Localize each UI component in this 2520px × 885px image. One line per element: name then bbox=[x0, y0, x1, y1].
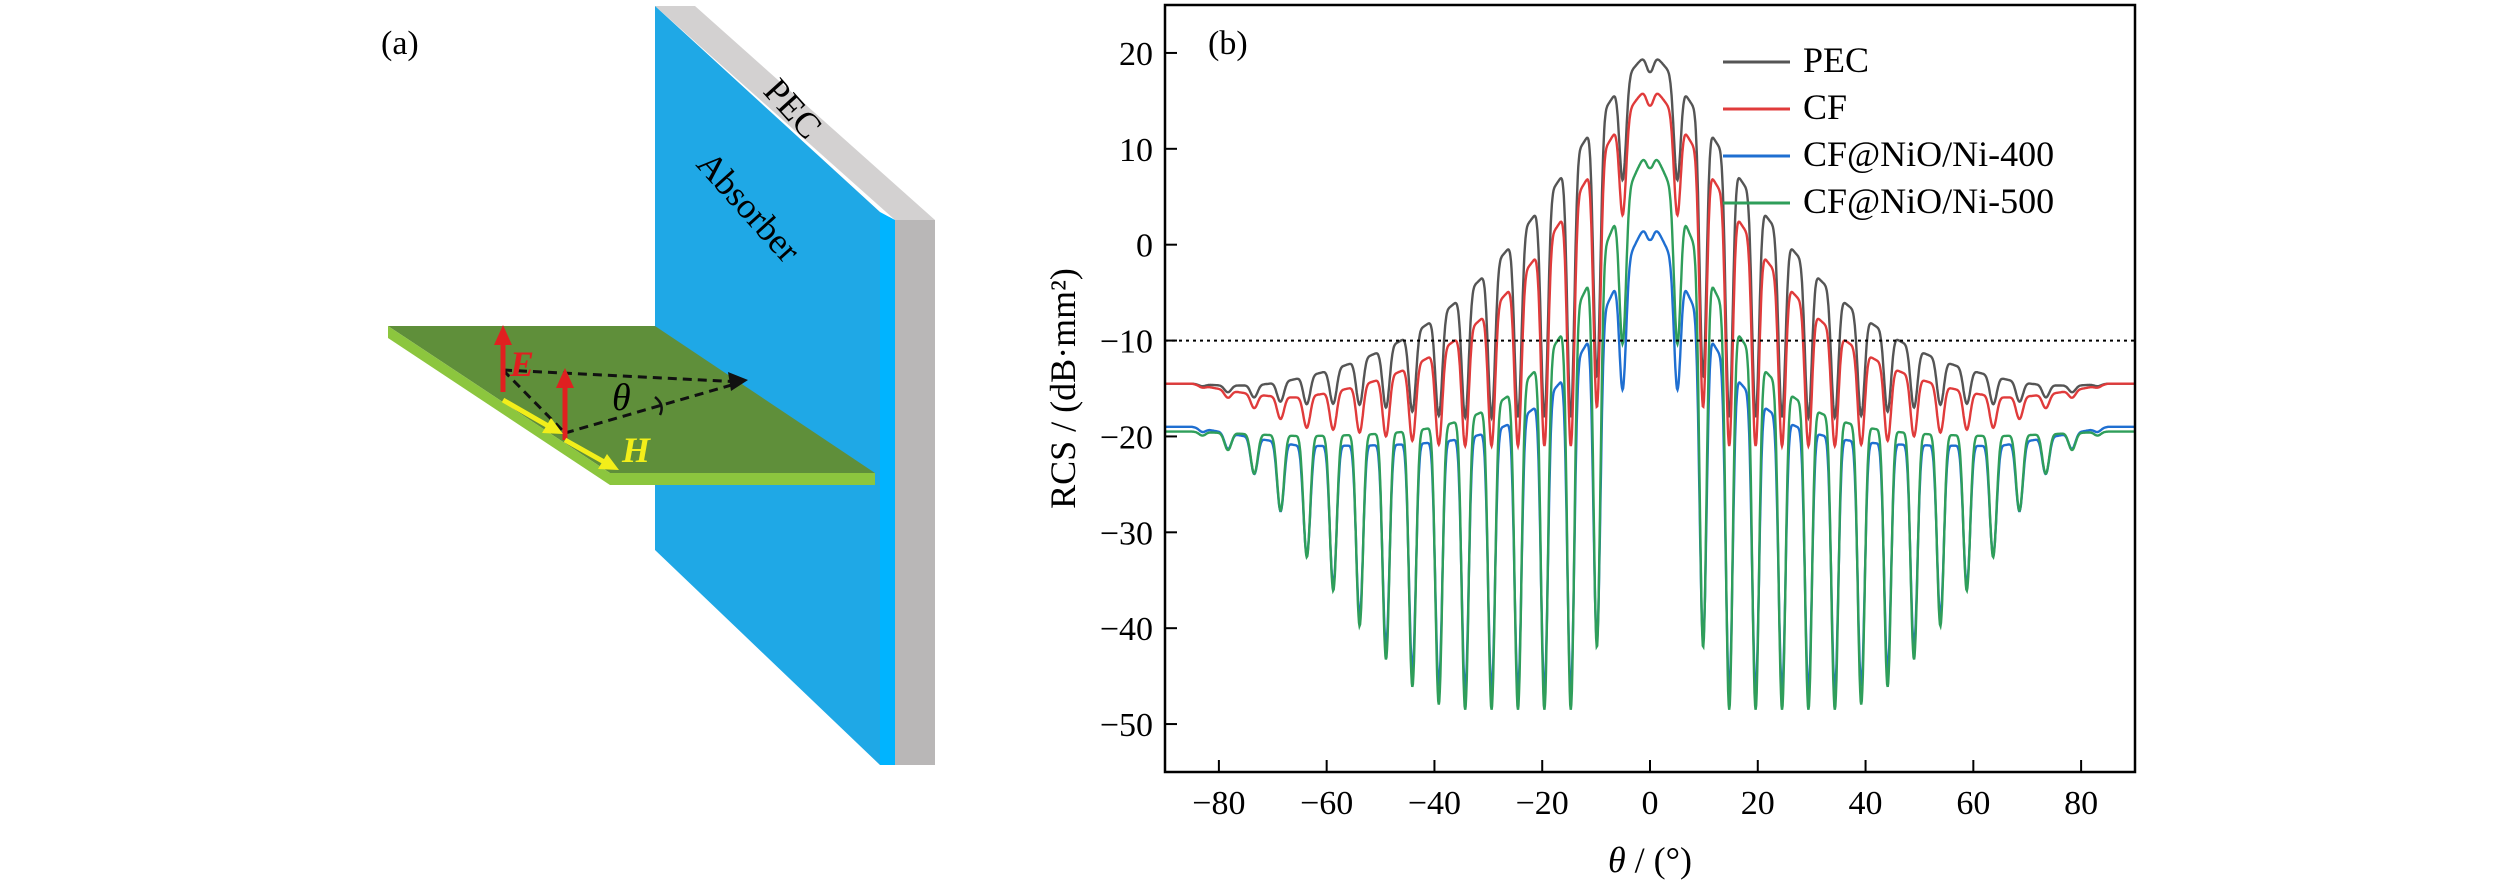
x-tick-label: 80 bbox=[2064, 785, 2098, 822]
x-tick-label: 0 bbox=[1642, 785, 1659, 822]
h-arrow-1-head bbox=[542, 418, 563, 434]
legend-label: PEC bbox=[1803, 40, 1869, 80]
x-axis: −80 −60 −40 −20 0 20 40 60 80 bbox=[1192, 760, 2098, 822]
pec-plate-top bbox=[655, 6, 935, 220]
absorber-plate bbox=[655, 6, 880, 765]
pec-plate-side bbox=[895, 220, 935, 765]
y-tick-label: −40 bbox=[1100, 611, 1153, 648]
legend: PEC CF CF@NiO/Ni-400 CF@NiO/Ni-500 bbox=[1723, 40, 2054, 221]
incidence-ray-1 bbox=[502, 368, 743, 384]
x-tick-label: −80 bbox=[1192, 785, 1245, 822]
x-tick-label: −20 bbox=[1516, 785, 1569, 822]
y-tick-label: −20 bbox=[1100, 419, 1153, 456]
x-tick-label: −40 bbox=[1408, 785, 1461, 822]
incidence-ray-2 bbox=[564, 380, 743, 435]
x-axis-label-unit: / (°) bbox=[1626, 840, 1692, 880]
panel-b-label: (b) bbox=[1208, 25, 1248, 62]
h-field-symbol: H bbox=[621, 430, 651, 470]
h-arrow-2-head bbox=[598, 454, 619, 470]
x-tick-label: −60 bbox=[1300, 785, 1353, 822]
legend-label: CF@NiO/Ni-400 bbox=[1803, 134, 2054, 174]
x-tick-label: 60 bbox=[1956, 785, 1990, 822]
x-axis-label-symbol: θ bbox=[1608, 840, 1626, 880]
series-line-2 bbox=[1165, 230, 2135, 691]
panel-b: −80 −60 −40 −20 0 20 40 60 80 −50 −40 −30 −20 −10 0 10… bbox=[1043, 3, 2137, 880]
series-line-1 bbox=[1165, 92, 2135, 451]
y-tick-label: 20 bbox=[1119, 36, 1153, 73]
h-arrow-2-shaft bbox=[563, 437, 608, 466]
angle-arc bbox=[654, 396, 663, 416]
panel-a-label: (a) bbox=[381, 25, 419, 62]
x-axis-label: θ / (°) bbox=[1608, 840, 1692, 880]
absorber-plate-edge bbox=[880, 212, 895, 765]
y-axis-label: RCS / (dB·mm²) bbox=[1043, 268, 1083, 509]
ground-plane bbox=[388, 326, 875, 473]
y-tick-label: 0 bbox=[1136, 228, 1153, 265]
y-tick-label: −30 bbox=[1100, 515, 1153, 552]
legend-label: CF bbox=[1803, 87, 1847, 127]
y-tick-label: −10 bbox=[1100, 324, 1153, 361]
y-tick-label: −50 bbox=[1100, 707, 1153, 744]
h-arrow-1-shaft bbox=[501, 397, 552, 430]
x-tick-label: 40 bbox=[1849, 785, 1883, 822]
legend-label: CF@NiO/Ni-500 bbox=[1803, 181, 2054, 221]
e-arrow-2-head bbox=[556, 368, 574, 388]
ground-plane-left-edge bbox=[388, 326, 610, 485]
series-line-3 bbox=[1165, 158, 2135, 710]
e-field-symbol: E bbox=[509, 344, 534, 384]
series-layer bbox=[1165, 58, 2135, 710]
e-arrow-1-head bbox=[494, 325, 512, 345]
y-tick-label: 10 bbox=[1119, 132, 1153, 169]
theta-symbol: θ bbox=[612, 377, 631, 419]
incidence-arrowhead bbox=[728, 372, 748, 391]
panel-a: (a) PEC Absorber θ E H bbox=[381, 6, 935, 765]
ground-plane-front-edge bbox=[610, 473, 875, 485]
x-tick-label: 20 bbox=[1741, 785, 1775, 822]
y-axis: −50 −40 −30 −20 −10 0 10 20 bbox=[1100, 36, 1177, 744]
series-line-0 bbox=[1165, 58, 2135, 422]
